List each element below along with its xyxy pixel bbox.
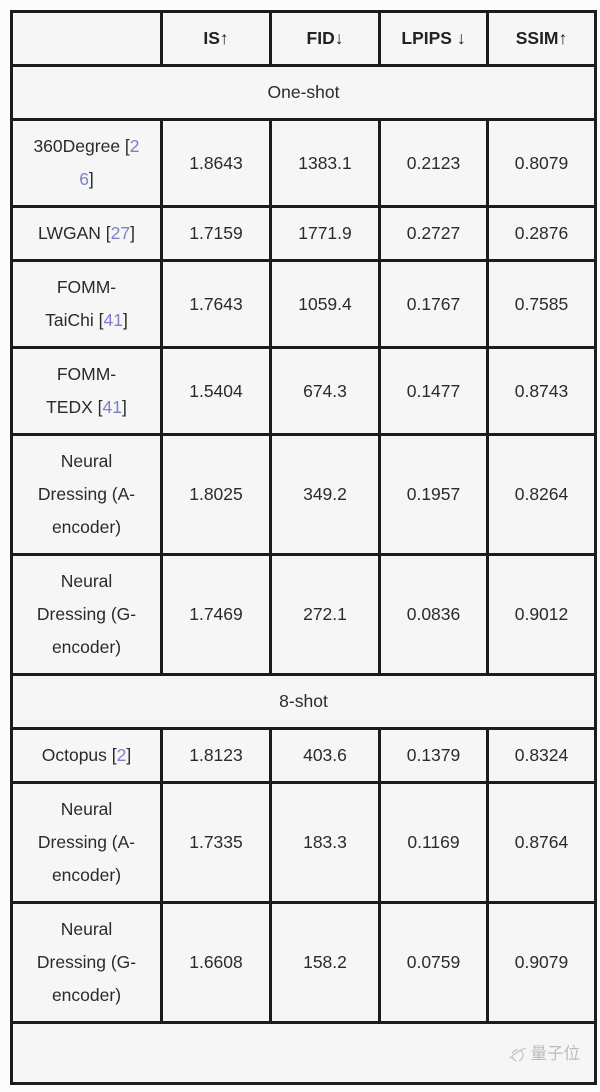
method-cell: LWGAN [27] [10, 205, 163, 262]
metric-cell-is: 1.7469 [160, 553, 272, 676]
metric-cell-lpips: 0.1477 [378, 346, 489, 436]
column-header-ssim: SSIM↑ [486, 10, 597, 67]
metric-cell-lpips: 0.0836 [378, 553, 489, 676]
table-row: Neural Dressing (A-encoder) 1.8025 349.2… [10, 433, 597, 556]
method-name: FOMM-TaiChi [45, 277, 117, 330]
metric-cell-lpips: 0.0759 [378, 901, 489, 1024]
table-row: LWGAN [27] 1.7159 1771.9 0.2727 0.2876 [10, 205, 597, 262]
metric-cell-fid: 183.3 [269, 781, 381, 904]
metric-cell-fid: 1383.1 [269, 118, 381, 208]
method-cell: Neural Dressing (G-encoder) [10, 901, 163, 1024]
citation-link[interactable]: 26 [79, 136, 140, 189]
watermark-text: 量子位 [530, 1045, 581, 1063]
metric-cell-is: 1.7643 [160, 259, 272, 349]
metric-cell-lpips: 0.2123 [378, 118, 489, 208]
table-row: Neural Dressing (A-encoder) 1.7335 183.3… [10, 781, 597, 904]
table-row: Octopus [2] 1.8123 403.6 0.1379 0.8324 [10, 727, 597, 784]
table-row: FOMM-TaiChi [41] 1.7643 1059.4 0.1767 0.… [10, 259, 597, 349]
corner-cell [10, 10, 163, 67]
watermark: 量子位 [508, 1044, 581, 1064]
method-cell: Neural Dressing (G-encoder) [10, 553, 163, 676]
method-name: Octopus [41, 745, 107, 765]
metric-cell-ssim: 0.8079 [486, 118, 597, 208]
citation-link[interactable]: 41 [103, 310, 123, 330]
metric-cell-ssim: 0.9079 [486, 901, 597, 1024]
metric-cell-ssim: 0.8743 [486, 346, 597, 436]
section-label: One-shot [10, 64, 597, 121]
metric-cell-fid: 349.2 [269, 433, 381, 556]
metric-cell-ssim: 0.2876 [486, 205, 597, 262]
table-row: Neural Dressing (G-encoder) 1.7469 272.1… [10, 553, 597, 676]
table-row: 360Degree [26] 1.8643 1383.1 0.2123 0.80… [10, 118, 597, 208]
metric-cell-ssim: 0.7585 [486, 259, 597, 349]
metric-cell-ssim: 0.8764 [486, 781, 597, 904]
metric-cell-is: 1.7335 [160, 781, 272, 904]
column-header-fid: FID↓ [269, 10, 381, 67]
table-row: FOMM-TEDX [41] 1.5404 674.3 0.1477 0.874… [10, 346, 597, 436]
metric-cell-fid: 1771.9 [269, 205, 381, 262]
metric-cell-is: 1.8123 [160, 727, 272, 784]
metric-cell-ssim: 0.8264 [486, 433, 597, 556]
citation-link[interactable]: 27 [110, 223, 131, 243]
metric-cell-ssim: 0.8324 [486, 727, 597, 784]
metric-cell-is: 1.5404 [160, 346, 272, 436]
section-label: 8-shot [10, 673, 597, 730]
method-cell: Octopus [2] [10, 727, 163, 784]
method-name: 360Degree [33, 136, 121, 156]
method-cell: FOMM-TaiChi [41] [10, 259, 163, 349]
section-row-8-shot: 8-shot [10, 673, 597, 730]
metric-cell-fid: 403.6 [269, 727, 381, 784]
metric-cell-lpips: 0.2727 [378, 205, 489, 262]
metric-cell-lpips: 0.1379 [378, 727, 489, 784]
citation-link[interactable]: 41 [102, 397, 122, 417]
metric-cell-ssim: 0.9012 [486, 553, 597, 676]
metric-cell-fid: 674.3 [269, 346, 381, 436]
watermark-planet-logo-icon [508, 1045, 527, 1064]
method-cell: Neural Dressing (A-encoder) [10, 781, 163, 904]
method-cell: Neural Dressing (A-encoder) [10, 433, 163, 556]
metric-cell-lpips: 0.1957 [378, 433, 489, 556]
metric-cell-fid: 1059.4 [269, 259, 381, 349]
section-row-one-shot: One-shot [10, 64, 597, 121]
metric-cell-fid: 158.2 [269, 901, 381, 1024]
method-cell: FOMM-TEDX [41] [10, 346, 163, 436]
header-row: IS↑ FID↓ LPIPS ↓ SSIM↑ [10, 10, 597, 67]
metrics-table: IS↑ FID↓ LPIPS ↓ SSIM↑ One-shot 360Degre… [10, 10, 597, 1085]
column-header-lpips: LPIPS ↓ [378, 10, 489, 67]
method-name: FOMM-TEDX [46, 364, 117, 417]
citation-link[interactable]: 2 [116, 745, 127, 765]
column-header-is: IS↑ [160, 10, 272, 67]
metric-cell-is: 1.8643 [160, 118, 272, 208]
table-row: Neural Dressing (G-encoder) 1.6608 158.2… [10, 901, 597, 1024]
method-name: LWGAN [38, 223, 101, 243]
metric-cell-is: 1.6608 [160, 901, 272, 1024]
method-cell: 360Degree [26] [10, 118, 163, 208]
metric-cell-is: 1.7159 [160, 205, 272, 262]
metric-cell-fid: 272.1 [269, 553, 381, 676]
metric-cell-lpips: 0.1767 [378, 259, 489, 349]
metric-cell-is: 1.8025 [160, 433, 272, 556]
metric-cell-lpips: 0.1169 [378, 781, 489, 904]
